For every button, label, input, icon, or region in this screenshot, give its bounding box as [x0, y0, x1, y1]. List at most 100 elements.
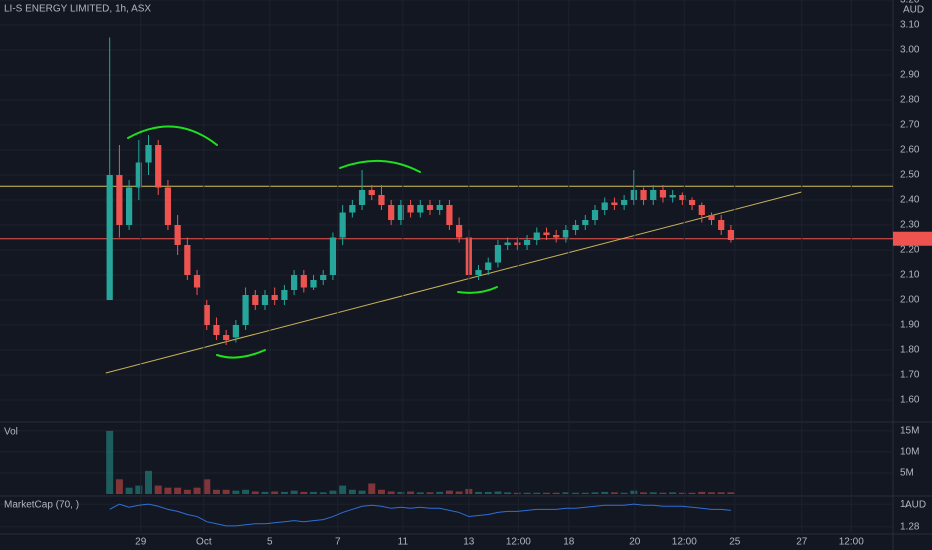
y-tick-label: 2.10	[900, 270, 920, 281]
candle-body	[456, 225, 463, 238]
volume-bar	[669, 492, 677, 494]
volume-bar	[125, 487, 133, 494]
volume-bar	[135, 485, 143, 494]
candle-body	[213, 325, 220, 335]
price-label	[893, 231, 932, 246]
x-tick-label: 12:00	[672, 537, 697, 548]
candle-body	[106, 175, 113, 300]
y-tick-label: 2.00	[900, 295, 920, 306]
volume-bar	[678, 492, 686, 494]
pane-title: Vol	[4, 427, 18, 438]
y-tick-label: 3.10	[900, 20, 920, 31]
candle-body	[475, 270, 482, 275]
candle-body	[485, 262, 492, 270]
volume-bar	[145, 470, 153, 494]
volume-bar	[630, 490, 638, 494]
volume-bar	[251, 491, 259, 494]
volume-bar	[387, 491, 395, 494]
candle-body	[659, 190, 667, 198]
candle-body	[339, 212, 346, 238]
volume-bar	[572, 492, 580, 494]
candle-body	[145, 145, 152, 163]
candle-body	[436, 205, 443, 210]
candle-body	[291, 275, 298, 290]
axis-unit: AUD	[905, 500, 926, 511]
candle-body	[310, 280, 317, 288]
candle-body	[679, 195, 686, 200]
candle-body	[417, 205, 424, 213]
volume-bar	[455, 491, 463, 494]
candle-body	[727, 230, 735, 240]
trend-line	[105, 191, 802, 374]
candle-body	[591, 210, 599, 220]
volume-bar	[601, 491, 609, 494]
volume-bar	[581, 492, 589, 494]
volume-bar	[436, 491, 444, 494]
axis-unit: AUD	[903, 5, 924, 16]
candle-body	[688, 200, 696, 205]
candle-body	[504, 242, 511, 245]
volume-bar	[339, 485, 347, 494]
pane-title: MarketCap (70, )	[4, 500, 79, 511]
candle-body	[203, 305, 210, 325]
volume-bar	[659, 492, 667, 494]
y-tick-label: 1.28	[900, 521, 920, 532]
volume-bar	[212, 489, 220, 494]
volume-bar	[707, 492, 715, 494]
y-tick-label: 2.90	[900, 70, 920, 81]
volume-bar	[174, 487, 182, 494]
candle-body	[650, 190, 657, 200]
volume-bar	[562, 492, 570, 494]
volume-bar	[513, 492, 521, 494]
x-tick-label: 25	[729, 537, 741, 548]
volume-bar	[300, 491, 308, 494]
y-tick-label: 5M	[900, 468, 914, 479]
volume-bar	[407, 491, 415, 494]
candle-body	[271, 295, 278, 300]
candle-body	[223, 335, 230, 340]
hand-drawn-arc	[339, 159, 421, 173]
hand-drawn-arc	[457, 286, 498, 294]
volume-bar	[377, 489, 385, 494]
y-tick-label: 2.40	[900, 195, 920, 206]
x-tick-label: 12:00	[839, 537, 864, 548]
candle-body	[397, 205, 404, 220]
x-tick-label: 13	[463, 537, 475, 548]
candle-body	[630, 190, 637, 200]
y-tick-label: 1.90	[900, 320, 920, 331]
volume-bar	[504, 492, 512, 494]
y-tick-label: 2.20	[900, 245, 920, 256]
volume-bar	[727, 492, 735, 494]
drawings	[127, 125, 498, 359]
volume-bar	[484, 491, 492, 494]
volume-bar	[106, 430, 114, 494]
candle-body	[174, 225, 181, 245]
y-tick-label: 2.50	[900, 170, 920, 181]
volume-bar	[242, 489, 250, 494]
candle-body	[358, 190, 366, 205]
volume-bar	[115, 479, 123, 494]
candle-body	[611, 202, 618, 205]
volume-bar	[698, 491, 706, 494]
candle-body	[125, 187, 133, 225]
y-tick-label: 2.70	[900, 120, 920, 131]
candle-body	[533, 232, 540, 240]
x-tick-label: 27	[796, 537, 808, 548]
volume-bar	[640, 492, 648, 494]
candle-body	[378, 195, 385, 205]
candle-body	[252, 295, 259, 305]
volume-bar	[329, 490, 337, 494]
volume-bar	[232, 490, 240, 494]
candle-body	[523, 240, 531, 245]
volume-bar	[319, 492, 327, 494]
volume-bar	[533, 492, 541, 494]
volume-bar	[271, 491, 279, 494]
x-tick-label: 12:00	[506, 537, 531, 548]
y-tick-label: 1.80	[900, 345, 920, 356]
y-tick-label: 1.	[900, 499, 908, 510]
volume-bar	[591, 492, 599, 494]
candle-body	[261, 295, 269, 305]
volume-bar	[358, 490, 366, 494]
